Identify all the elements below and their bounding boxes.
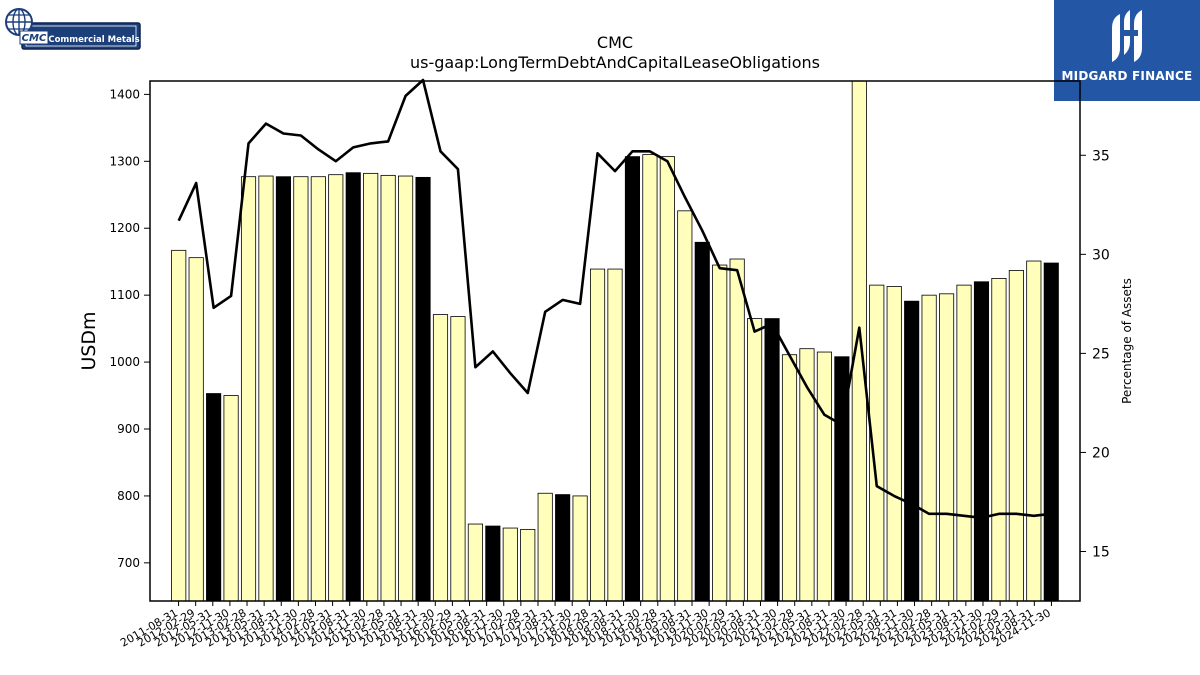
bar [624, 156, 641, 602]
bar [520, 528, 536, 602]
y-tick-label: 1000 [109, 355, 140, 369]
y-axis: 700 800 900 1000 1100 1200 1300 1400 [109, 87, 150, 570]
bar [293, 176, 309, 602]
pct-line [177, 78, 1052, 520]
y-tick-label: 700 [117, 556, 140, 570]
logo-company-name: Commercial Metals [48, 35, 139, 45]
y-tick-label: 1100 [109, 288, 140, 302]
pct-line-path [177, 78, 1052, 520]
bar [939, 293, 955, 602]
company-logo: CMC Commercial Metals [4, 6, 144, 52]
brand-name: MIDGARD FINANCE [1061, 69, 1193, 83]
bar [328, 174, 344, 602]
chart-subtitle: us-gaap:LongTermDebtAndCapitalLeaseOblig… [410, 53, 820, 72]
bar [223, 395, 239, 602]
bar [921, 294, 937, 602]
bar [747, 318, 763, 602]
y2-tick-label: 35 [1092, 148, 1110, 164]
y-axis-label: USDm [78, 311, 100, 370]
y2-tick-label: 20 [1092, 445, 1110, 461]
chart-title: CMC [597, 33, 633, 52]
bar [171, 249, 187, 602]
bar [712, 264, 728, 602]
bar [415, 176, 431, 602]
y2-axis-label: Percentage of Assets [1120, 278, 1134, 404]
bar [816, 351, 832, 602]
y2-axis: 15 20 25 30 35 [1080, 148, 1110, 560]
brand-mark-icon [1112, 10, 1142, 62]
bar [904, 300, 920, 602]
bar [275, 176, 291, 602]
bar [991, 278, 1007, 602]
bar [450, 316, 466, 602]
bar [485, 525, 501, 602]
y2-tick-label: 25 [1092, 346, 1110, 362]
bar [886, 286, 902, 602]
bar [589, 268, 606, 602]
bar [659, 156, 675, 602]
bar [310, 176, 326, 602]
logo-badge-text: CMC [22, 33, 47, 44]
y-tick-label: 900 [117, 422, 140, 436]
bar [1043, 262, 1059, 602]
bar [363, 172, 379, 602]
bar [345, 172, 361, 602]
y-tick-label: 1400 [109, 87, 140, 101]
bar [973, 281, 990, 602]
bar [240, 176, 257, 602]
bar [398, 175, 414, 602]
y-tick-label: 1300 [109, 154, 140, 168]
y-tick-label: 1200 [109, 221, 140, 235]
globe-icon: CMC Commercial Metals [5, 8, 141, 50]
bar [677, 210, 693, 602]
bar [572, 495, 588, 602]
bar [642, 154, 658, 602]
y2-tick-label: 15 [1092, 544, 1110, 560]
bar [694, 241, 710, 602]
bars [171, 80, 1059, 602]
bar [956, 284, 972, 602]
y2-tick-label: 30 [1092, 247, 1110, 263]
bar [502, 527, 518, 602]
bar [467, 523, 483, 602]
bar [206, 393, 222, 602]
bar [607, 268, 623, 602]
brand-logo: MIDGARD FINANCE [1054, 0, 1200, 101]
bar [851, 80, 867, 602]
bar [432, 314, 449, 602]
bar [555, 494, 571, 602]
bar [1008, 269, 1024, 602]
x-axis: 2011-08-312012-02-292012-05-312012-11-30… [118, 601, 1053, 650]
bar [781, 354, 798, 602]
bar [537, 492, 553, 602]
bar [1026, 260, 1042, 602]
bar [764, 318, 780, 602]
bar [380, 174, 396, 602]
y-tick-label: 800 [117, 489, 140, 503]
bar [729, 258, 745, 602]
plot-frame [149, 80, 1081, 602]
bar [258, 175, 274, 602]
bar [188, 257, 204, 602]
